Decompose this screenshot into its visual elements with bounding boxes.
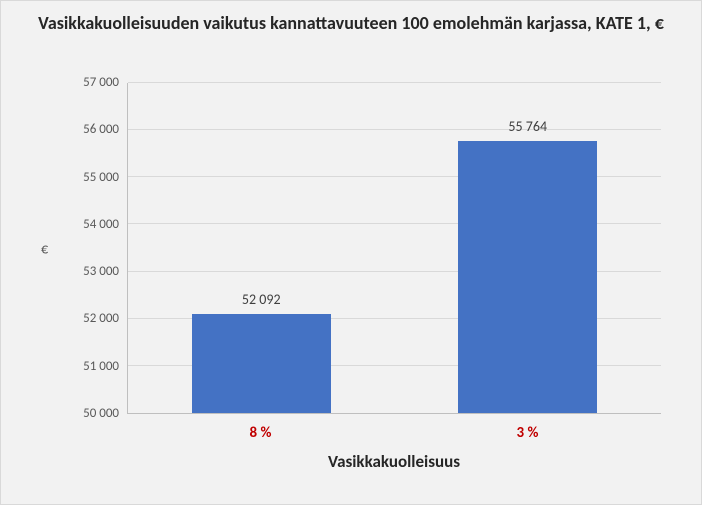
y-tick-labels: 50 000 51 000 52 000 53 000 54 000 55 00… bbox=[59, 75, 119, 422]
y-tick-label: 51 000 bbox=[59, 359, 119, 375]
chart-title: Vasikkakuolleisuuden vaikutus kannattavu… bbox=[1, 13, 701, 35]
chart-title-text: Vasikkakuolleisuuden vaikutus kannattavu… bbox=[38, 12, 664, 34]
y-axis-label: € bbox=[41, 240, 48, 257]
y-tick-label: 53 000 bbox=[59, 264, 119, 280]
bars-group: 52 092 55 764 bbox=[128, 83, 661, 413]
y-tick-label: 50 000 bbox=[59, 406, 119, 422]
chart-container: Vasikkakuolleisuuden vaikutus kannattavu… bbox=[0, 0, 702, 505]
bar-group: 55 764 bbox=[395, 83, 662, 413]
bar bbox=[458, 141, 597, 413]
bar-value-label: 55 764 bbox=[395, 118, 662, 135]
bar-group: 52 092 bbox=[128, 83, 395, 413]
bar-value-label: 52 092 bbox=[128, 291, 395, 308]
x-tick-labels: 8 % 3 % bbox=[127, 424, 661, 442]
plot-outer: € 50 000 51 000 52 000 53 000 54 000 55 … bbox=[31, 83, 671, 414]
y-tick-label: 56 000 bbox=[59, 122, 119, 138]
x-tick-label: 8 % bbox=[127, 424, 394, 442]
x-axis-label: Vasikkakuolleisuus bbox=[127, 451, 661, 472]
x-tick-label: 3 % bbox=[394, 424, 661, 442]
plot-area: 52 092 55 764 bbox=[127, 83, 661, 414]
y-tick-label: 55 000 bbox=[59, 170, 119, 186]
y-tick-label: 52 000 bbox=[59, 311, 119, 327]
y-tick-label: 57 000 bbox=[59, 75, 119, 91]
y-tick-label: 54 000 bbox=[59, 217, 119, 233]
bar bbox=[192, 314, 331, 413]
